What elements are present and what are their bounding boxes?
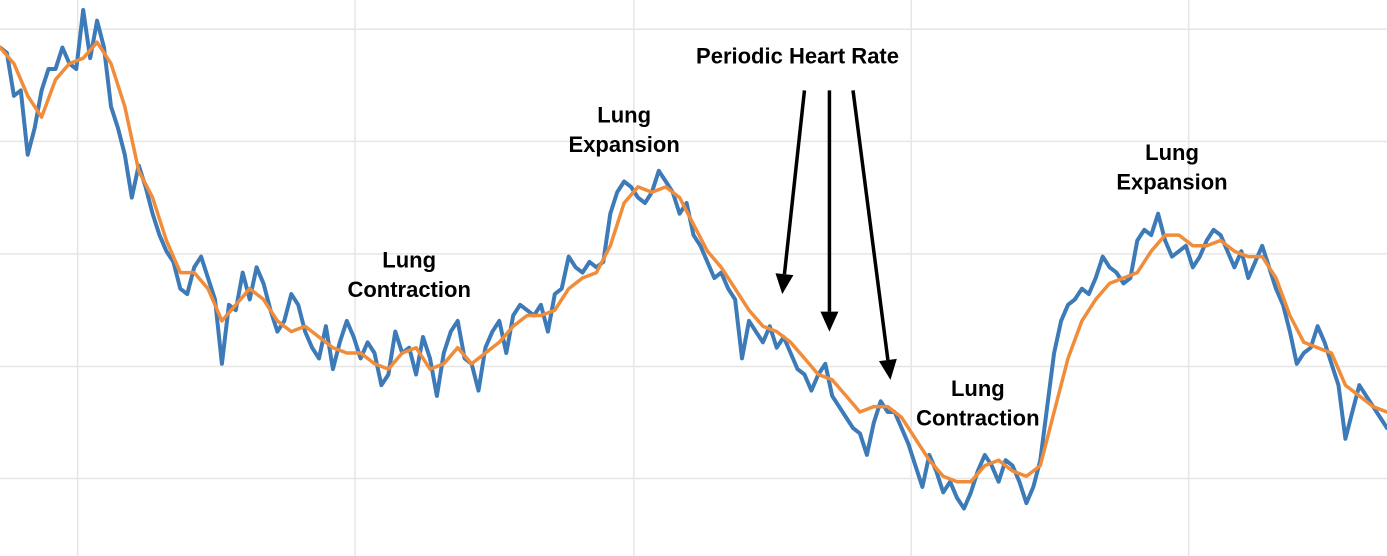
annotation-label-2: Expansion [569,132,680,157]
annotation-label-1: Lung [597,103,651,128]
annotation-label-0: Periodic Heart Rate [696,44,899,69]
series-line-0 [0,8,1387,511]
arrow-shaft-2 [851,90,890,361]
annotation-group: Periodic Heart Rate Lung Expansion Lung Cont… [347,44,1227,431]
arrow-head-0 [775,273,794,295]
annotation-label-8: Contraction [916,405,1039,430]
series-group [0,8,1387,511]
annotation-label-7: Lung [951,376,1005,401]
annotation-label-4: Contraction [347,277,470,302]
arrow-head-1 [820,311,839,332]
annotation-label-6: Expansion [1116,170,1227,195]
series-line-1 [0,40,1387,484]
arrow-shaft-0 [782,90,807,275]
arrow-head-2 [878,358,897,380]
annotation-label-3: Lung [382,247,436,272]
annotation-label-5: Lung [1145,140,1199,165]
arrow-group [775,90,897,380]
